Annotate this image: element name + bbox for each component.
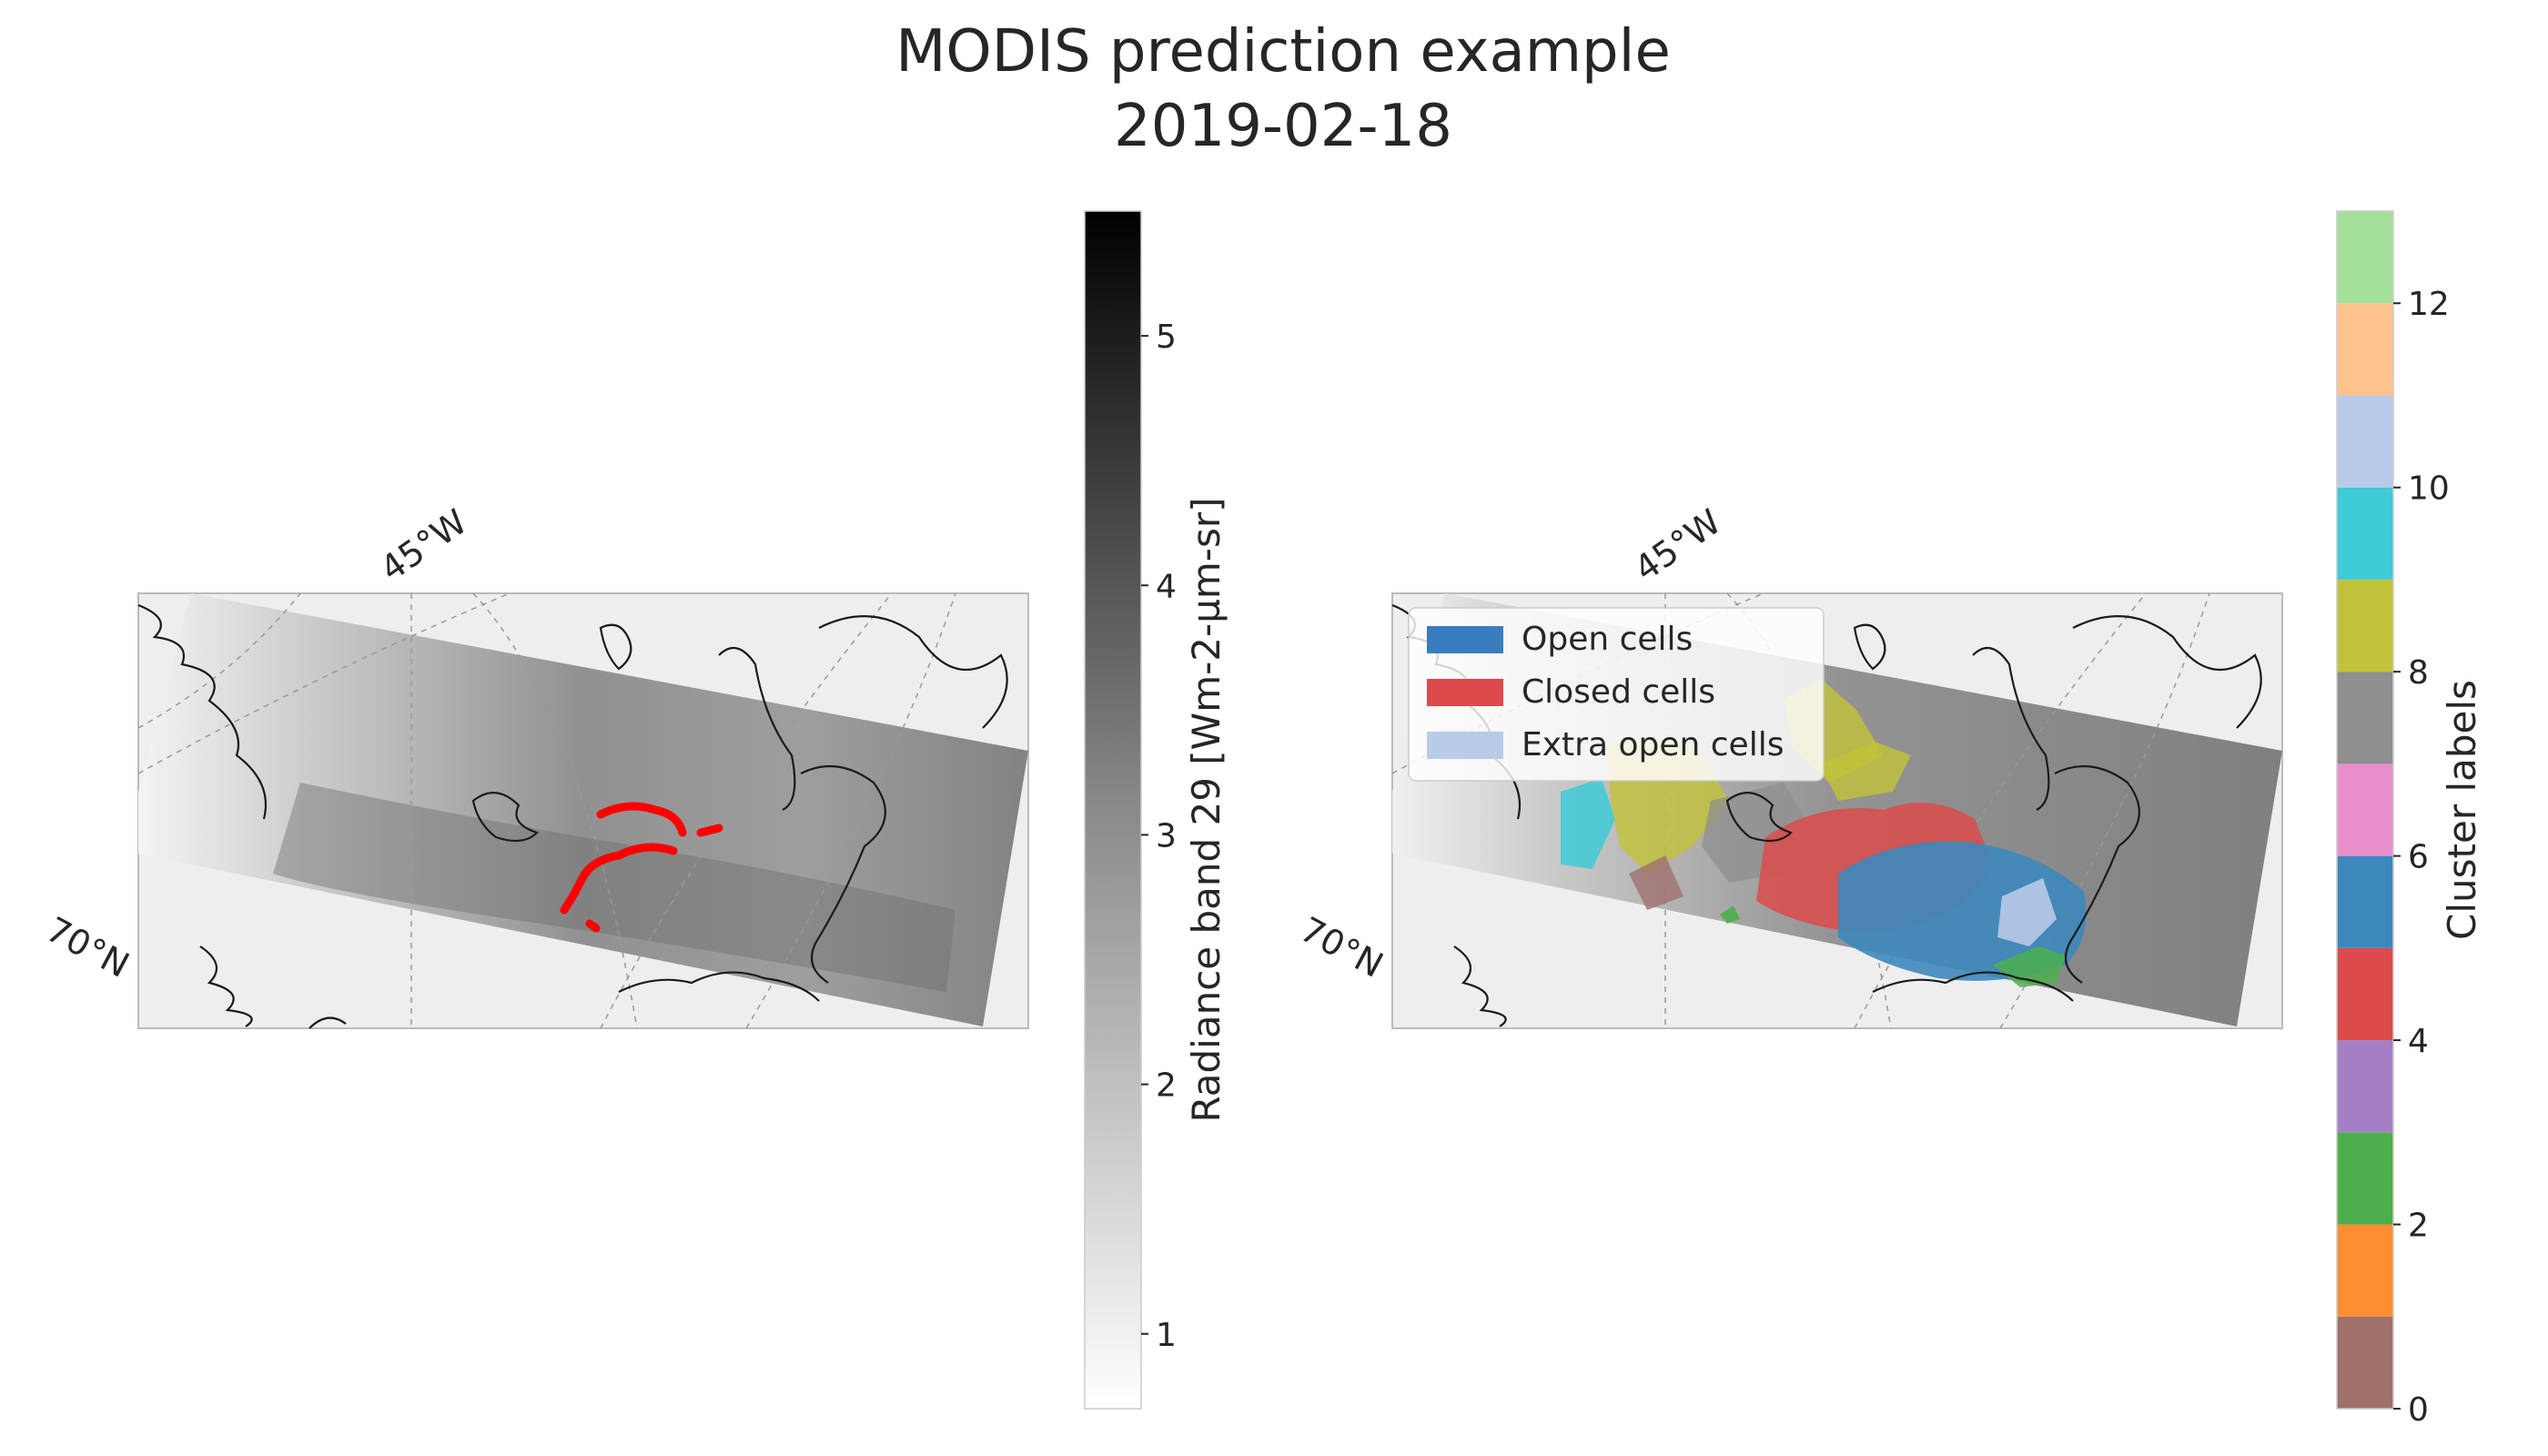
left-colorbar-gradient — [1084, 210, 1142, 1410]
right-colorbar-segment — [2337, 303, 2393, 396]
left-lon-label: 45°W — [373, 501, 474, 589]
right-colorbar-segment — [2337, 1132, 2393, 1225]
right-colorbar-segment — [2337, 1040, 2393, 1133]
right-colorbar-segment — [2337, 487, 2393, 580]
left-prediction-contour — [560, 802, 723, 933]
left-lat-label: 70°N — [40, 909, 136, 986]
right-lon-label: 45°W — [1627, 501, 1728, 589]
right-colorbar-segment — [2337, 395, 2393, 488]
right-colorbar-segment — [2337, 211, 2393, 304]
left-colorbar-tick-label: 5 — [1156, 318, 1177, 356]
legend-label-open-cells: Open cells — [1522, 621, 1693, 658]
legend-swatch-extra-open-cells — [1427, 732, 1503, 759]
right-colorbar-segments — [2337, 211, 2393, 1409]
figure-date: 2019-02-18 — [1114, 93, 1452, 160]
left-colorbar: 1 2 3 4 5 Radiance band 29 [Wm-2-µm-sr] — [1084, 210, 1228, 1410]
left-graticule — [137, 592, 956, 1029]
right-colorbar-tick-label: 12 — [2408, 286, 2450, 323]
left-cloud-texture — [273, 783, 956, 992]
right-colorbar-segment — [2337, 947, 2393, 1041]
legend-box — [1408, 607, 1825, 782]
left-radiance-swath — [138, 593, 1028, 1026]
right-colorbar-segment — [2337, 1224, 2393, 1317]
right-colorbar-segment — [2337, 672, 2393, 764]
cluster-region-green-2 — [1720, 905, 1740, 924]
left-colorbar-tick-label: 3 — [1156, 817, 1177, 854]
legend-label-extra-open-cells: Extra open cells — [1522, 726, 1784, 763]
left-colorbar-tick-label: 1 — [1156, 1317, 1177, 1354]
right-lat-label: 70°N — [1294, 909, 1390, 986]
right-colorbar-ticks: 0 2 4 6 8 10 12 — [2393, 286, 2450, 1429]
right-colorbar-tick-label: 6 — [2408, 839, 2429, 876]
figure-title: MODIS prediction example — [895, 18, 1671, 86]
cluster-region-green — [1993, 946, 2066, 987]
cluster-region-brown — [1629, 855, 1684, 910]
left-coastlines — [137, 603, 1008, 1029]
right-colorbar-segment — [2337, 579, 2393, 672]
right-coastlines — [1391, 603, 2262, 1027]
right-colorbar-tick-label: 0 — [2408, 1391, 2429, 1429]
legend-swatch-open-cells — [1427, 626, 1503, 653]
right-legend: Open cells Closed cells Extra open cells — [1408, 607, 1825, 782]
right-colorbar-frame — [2336, 210, 2394, 1410]
right-colorbar-segment — [2337, 1316, 2393, 1409]
cluster-region-cyan — [1561, 778, 1615, 869]
right-map: 45°W 70°N Open cells Closed cells Extra … — [1294, 501, 2283, 1029]
right-colorbar: 0 2 4 6 8 10 12 Cluster labels — [2336, 210, 2484, 1429]
cluster-region-lightblue — [1997, 878, 2057, 946]
left-colorbar-tick-label: 2 — [1156, 1067, 1177, 1105]
cluster-region-olive-3 — [1820, 742, 1911, 801]
right-colorbar-tick-label: 8 — [2408, 654, 2429, 692]
right-colorbar-tick-label: 2 — [2408, 1208, 2429, 1245]
right-colorbar-tick-label: 4 — [2408, 1023, 2429, 1060]
right-colorbar-segment — [2337, 855, 2393, 948]
left-map: 45°W 70°N — [40, 501, 1029, 1029]
right-colorbar-tick-label: 10 — [2408, 470, 2450, 508]
left-colorbar-tick-label: 4 — [1156, 568, 1177, 605]
left-colorbar-label: Radiance band 29 [Wm-2-µm-sr] — [1184, 498, 1228, 1123]
left-colorbar-ticks: 1 2 3 4 5 — [1141, 318, 1177, 1354]
right-colorbar-segment — [2337, 763, 2393, 856]
legend-label-closed-cells: Closed cells — [1522, 673, 1715, 711]
cluster-region-blue — [1838, 841, 2087, 981]
right-colorbar-label: Cluster labels — [2440, 680, 2484, 940]
legend-swatch-closed-cells — [1427, 679, 1503, 706]
